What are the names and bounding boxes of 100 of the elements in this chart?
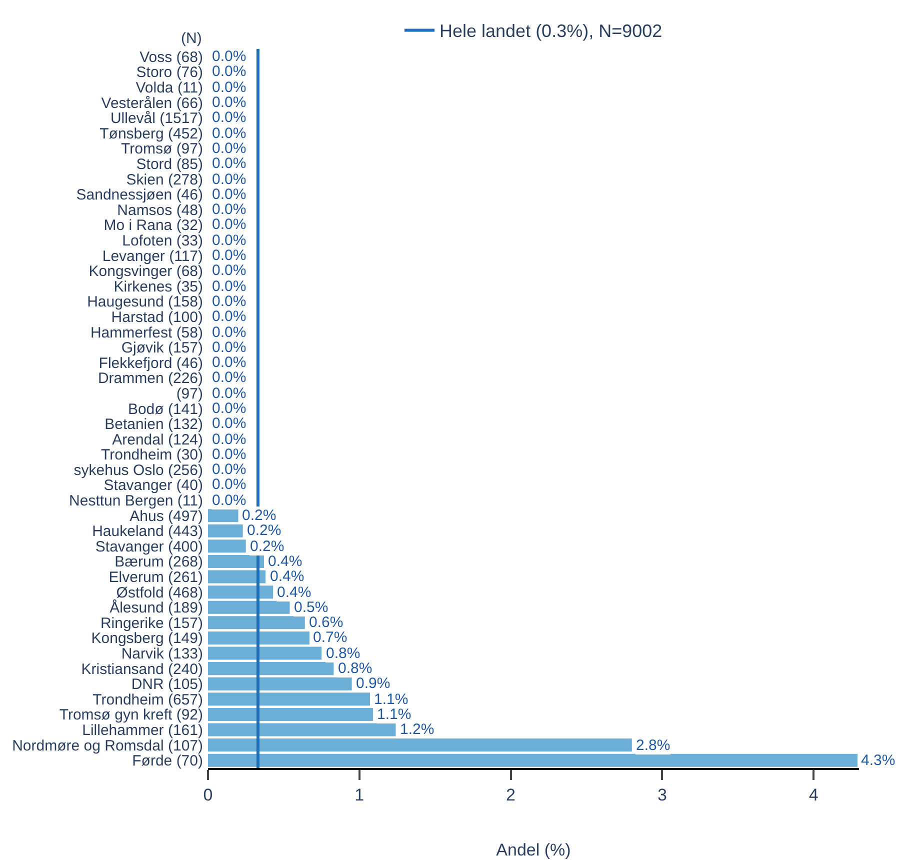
y-tick-label: Stord (85) xyxy=(136,156,203,173)
data-label: 0.0% xyxy=(212,125,246,142)
y-tick-label: Drammen (226) xyxy=(98,370,204,388)
x-tick-label: 2 xyxy=(506,785,516,804)
bar xyxy=(208,662,334,676)
y-tick-label: Kongsvinger (68) xyxy=(88,263,203,280)
y-tick-label: Namsos (48) xyxy=(117,202,203,219)
y-tick-label: Haukeland (443) xyxy=(92,523,203,540)
bar xyxy=(208,554,264,568)
data-label: 0.0% xyxy=(212,308,246,325)
data-label: 0.6% xyxy=(309,614,344,631)
data-label: 0.0% xyxy=(212,354,246,371)
data-label: 0.0% xyxy=(212,385,246,402)
legend-label: Hele landet (0.3%), N=9002 xyxy=(440,21,662,42)
bar xyxy=(208,509,238,522)
bar xyxy=(208,600,290,614)
y-tick-label: Skien (278) xyxy=(126,171,203,188)
y-tick-label: Lofoten (33) xyxy=(122,232,204,250)
bar xyxy=(208,692,370,706)
bar xyxy=(208,586,274,599)
data-label: 0.0% xyxy=(212,415,246,432)
data-label: 0.0% xyxy=(212,94,246,111)
data-label: 0.0% xyxy=(212,201,246,218)
data-label: 1.1% xyxy=(377,706,412,723)
y-tick-label: Trondheim (30) xyxy=(101,446,204,464)
bar xyxy=(208,570,266,584)
x-axis-title: Andel (%) xyxy=(496,840,571,860)
data-label: 0.7% xyxy=(313,629,348,646)
data-label: 0.2% xyxy=(242,507,276,524)
y-tick-label: Kirkenes (35) xyxy=(114,278,204,296)
data-label: 0.0% xyxy=(212,400,246,417)
bar xyxy=(208,677,352,690)
y-tick-label: Haugesund (158) xyxy=(87,294,203,311)
data-label: 0.0% xyxy=(212,369,246,386)
y-tick-label: Hammerfest (58) xyxy=(90,324,203,342)
y-tick-label: Levanger (117) xyxy=(102,248,203,265)
data-label: 0.0% xyxy=(212,339,246,356)
x-tick-label: 0 xyxy=(203,785,213,804)
bar xyxy=(208,754,858,767)
data-label: 0.4% xyxy=(277,584,312,601)
data-label: 0.5% xyxy=(294,599,328,616)
y-tick-label: Sandnessjøen (46) xyxy=(76,186,203,204)
data-label: 0.0% xyxy=(212,324,246,341)
y-tick-label: Stavanger (400) xyxy=(95,538,203,556)
y-tick-label: Voss (68) xyxy=(140,48,203,66)
y-tick-label: Nordmøre og Romsdal (107) xyxy=(12,737,203,754)
data-label: 0.0% xyxy=(212,63,246,80)
y-tick-label: Betanien (132) xyxy=(104,416,203,434)
data-label: 0.8% xyxy=(326,645,360,662)
data-label: 0.0% xyxy=(212,461,246,478)
bar xyxy=(208,708,374,721)
y-tick-label: Tromsø (97) xyxy=(121,140,203,158)
y-tick-label: Trondheim (657) xyxy=(92,691,203,708)
y-tick-label: Tromsø gyn kreft (92) xyxy=(59,706,203,724)
bar xyxy=(208,723,396,736)
data-label: 0.0% xyxy=(212,79,246,96)
y-tick-label: Gjøvik (157) xyxy=(121,340,203,357)
data-label: 0.4% xyxy=(268,553,302,570)
x-tick-label: 1 xyxy=(354,785,364,804)
y-tick-label: Elverum (261) xyxy=(108,569,203,586)
y-tick-label: Tønsberg (452) xyxy=(100,125,204,142)
x-tick-label: 4 xyxy=(808,785,818,804)
y-tick-label: Mo i Rana (32) xyxy=(104,217,203,234)
y-tick-label: Kristiansand (240) xyxy=(81,660,203,678)
y-tick-label: Ullevål (1517) xyxy=(110,110,203,128)
bar xyxy=(208,646,322,660)
data-label: 0.0% xyxy=(212,140,246,157)
y-tick-label: Volda (11) xyxy=(136,79,204,96)
data-label: 0.0% xyxy=(212,247,246,264)
y-tick-label: Førde (70) xyxy=(132,752,203,770)
data-label: 0.0% xyxy=(212,109,246,126)
y-tick-label: Storo (76) xyxy=(136,64,203,82)
data-label: 0.0% xyxy=(212,293,246,310)
y-tick-label: Lillehammer (161) xyxy=(82,722,203,740)
y-tick-label: Ahus (497) xyxy=(130,508,204,525)
data-label: 4.3% xyxy=(861,752,896,769)
y-tick-label: Stavanger (40) xyxy=(104,477,203,494)
y-tick-label: sykehus Oslo (256) xyxy=(74,462,203,479)
data-label: 1.2% xyxy=(400,721,434,738)
y-tick-label: DNR (105) xyxy=(131,676,203,694)
data-label: 0.0% xyxy=(212,155,246,172)
text: (N) xyxy=(181,30,202,47)
y-tick-label: (97) xyxy=(176,385,203,402)
y-tick-label: Harstad (100) xyxy=(111,308,203,326)
bar xyxy=(208,616,305,630)
data-label: 2.8% xyxy=(636,737,670,754)
data-label: 0.0% xyxy=(212,216,246,233)
y-tick-label: Bærum (268) xyxy=(114,554,204,571)
y-tick-label: Arendal (124) xyxy=(112,431,203,448)
data-label: 0.8% xyxy=(338,660,372,677)
data-label: 0.0% xyxy=(212,186,246,203)
data-label: 0.0% xyxy=(212,278,246,295)
y-tick-label: Nesttun Bergen (11) xyxy=(69,492,203,510)
data-label: 0.0% xyxy=(212,492,246,509)
data-label: 0.0% xyxy=(212,48,246,65)
data-label: 1.1% xyxy=(374,691,408,708)
data-label: 0.0% xyxy=(212,262,246,279)
data-label: 0.2% xyxy=(247,522,282,539)
x-tick-label: 3 xyxy=(657,785,667,804)
data-label: 0.0% xyxy=(212,431,246,448)
